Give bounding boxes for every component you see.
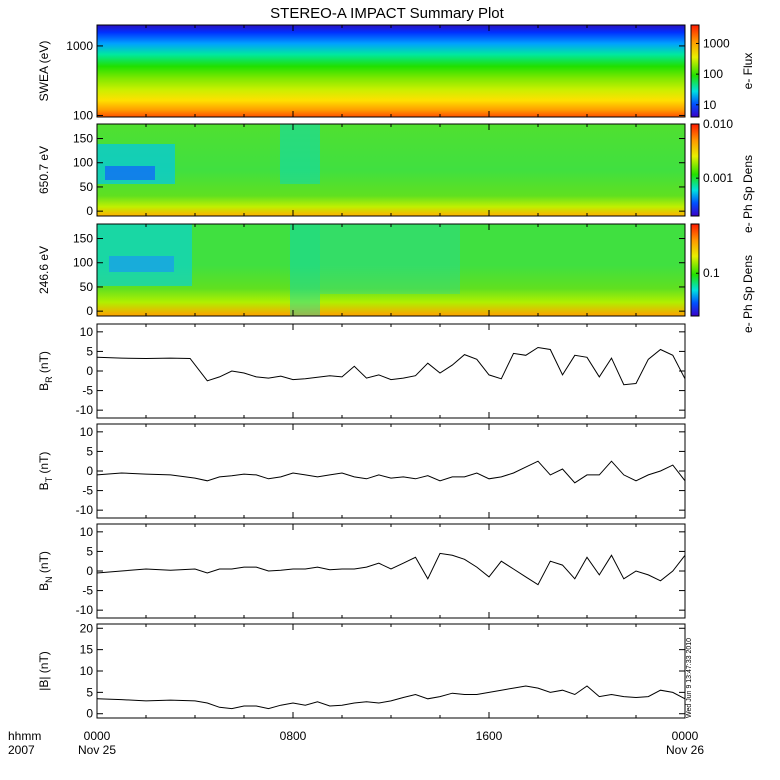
y-tick-label: 50: [80, 280, 94, 294]
y-axis-label-unit: (nT): [37, 452, 51, 477]
panel-5: -10 -5 0 5 10 BT (nT): [37, 423, 686, 519]
colorbar-tick-label: 0.001: [703, 171, 733, 185]
colorbar-label: e- Flux: [741, 53, 755, 90]
y-tick-label: -10: [76, 403, 94, 417]
y-axis-label-main: |B|: [37, 677, 51, 691]
colorbar-tick-label: 0.010: [703, 117, 733, 131]
y-tick-label: 100: [73, 256, 93, 270]
y-tick-label: 5: [86, 444, 93, 458]
y-tick-label: 150: [73, 232, 93, 246]
y-axis-label: 246.6 eV: [37, 246, 51, 294]
y-tick-label: 0: [86, 304, 93, 318]
panel-frame: [96, 423, 686, 519]
series-line-4: [96, 346, 686, 386]
spectrogram-feature: [105, 166, 155, 180]
y-tick-label: 150: [73, 132, 93, 146]
y-axis-label-sub: N: [44, 576, 54, 583]
colorbar-label: e- Ph Sp Dens: [741, 255, 755, 333]
panel-4: -10 -5 0 5 10 BR (nT): [37, 323, 686, 419]
panel-frame: [96, 323, 686, 419]
spectrogram-feature: [97, 224, 192, 286]
spectrogram-1: [97, 25, 685, 117]
y-tick-label: 20: [80, 621, 94, 635]
y-tick-label: 1000: [66, 39, 93, 53]
colorbar-tick-label: 100: [703, 67, 723, 81]
y-tick-label: 0: [86, 707, 93, 721]
y-tick-label: 10: [80, 425, 94, 439]
series-line-5: [96, 460, 686, 484]
panel-3: 0.1 e- Ph Sp Dens 0 50 100 150 246.6 eV: [37, 223, 755, 333]
y-tick-label: 10: [80, 325, 94, 339]
panel-2: 0.001 0.010 e- Ph Sp Dens 0 50 100 150 650.7 eV: [37, 117, 755, 233]
y-tick-label: 0: [86, 564, 93, 578]
y-tick-label: 100: [73, 156, 93, 170]
colorbar-1: [691, 25, 699, 117]
y-axis-label-unit: (nT): [37, 651, 51, 676]
spectrogram-feature: [280, 124, 320, 184]
y-tick-label: -5: [82, 384, 93, 398]
spectrogram-2: [97, 124, 685, 216]
y-tick-label: 0: [86, 364, 93, 378]
x-tick-label: 1600: [476, 729, 503, 743]
y-axis-label: BT (nT): [37, 452, 54, 491]
y-tick-label: -5: [82, 484, 93, 498]
panel-6: -10 -5 0 5 10 BN (nT): [37, 523, 686, 619]
y-tick-label: 10: [80, 664, 94, 678]
colorbar-3: [691, 224, 699, 316]
y-axis-label: SWEA (eV): [37, 41, 51, 102]
x-tick-label: 0000: [672, 729, 699, 743]
y-axis-label-unit: (nT): [37, 551, 51, 576]
y-axis-label: 650.7 eV: [37, 146, 51, 194]
y-tick-label: 0: [86, 204, 93, 218]
panel-7: 0 5 10 15 20 |B| (nT): [37, 621, 686, 721]
y-tick-label: 5: [86, 544, 93, 558]
colorbar-label: e- Ph Sp Dens: [741, 155, 755, 233]
y-tick-label: -10: [76, 603, 94, 617]
y-tick-label: 10: [80, 525, 94, 539]
y-tick-label: 15: [80, 643, 94, 657]
colorbar-frame: [690, 24, 700, 118]
panel-frame: [96, 623, 686, 719]
panel-1: 10 100 1000 e- Flux 100 1000 SWEA (eV): [37, 24, 755, 122]
x-axis-label-year: 2007: [8, 743, 35, 757]
colorbar-frame: [690, 123, 700, 217]
colorbar-tick-label: 0.1: [703, 266, 720, 280]
y-axis-label-main: B: [37, 583, 51, 591]
colorbar-tick-label: 1000: [703, 36, 730, 50]
spectrogram-feature: [109, 256, 174, 272]
plot-title: STEREO-A IMPACT Summary Plot: [270, 5, 504, 22]
series-line-6: [96, 552, 686, 586]
spectrogram-3: [97, 224, 685, 316]
x-tick-date: Nov 26: [666, 743, 704, 757]
y-tick-label: 0: [86, 464, 93, 478]
y-axis-label-sub: T: [44, 476, 54, 482]
y-axis-label: BR (nT): [37, 351, 54, 391]
y-tick-label: -10: [76, 503, 94, 517]
y-tick-label: 50: [80, 180, 94, 194]
x-tick-label: 0000: [84, 729, 111, 743]
x-axis-label-hhmm: hhmm: [8, 729, 41, 743]
colorbar-tick-label: 10: [703, 98, 717, 112]
y-axis-label: |B| (nT): [37, 651, 51, 691]
y-axis-label-unit: (nT): [37, 351, 51, 376]
y-tick-label: 5: [86, 344, 93, 358]
y-tick-label: 5: [86, 685, 93, 699]
colorbar-2: [691, 124, 699, 216]
y-axis-label-main: B: [37, 482, 51, 490]
x-tick-label: 0800: [280, 729, 307, 743]
x-tick-date: Nov 25: [78, 743, 116, 757]
y-axis-label: BN (nT): [37, 551, 54, 591]
y-tick-label: -5: [82, 584, 93, 598]
y-axis-label-sub: R: [44, 376, 54, 383]
spectrogram-feature: [290, 224, 320, 316]
series-line-7: [96, 685, 686, 710]
colorbar-frame: [690, 223, 700, 317]
spectrogram-feature: [320, 224, 460, 294]
y-tick-label: 100: [73, 108, 93, 122]
timestamp: Wed Jun 9 13:47:33 2010: [686, 638, 693, 718]
y-axis-label-main: B: [37, 383, 51, 391]
